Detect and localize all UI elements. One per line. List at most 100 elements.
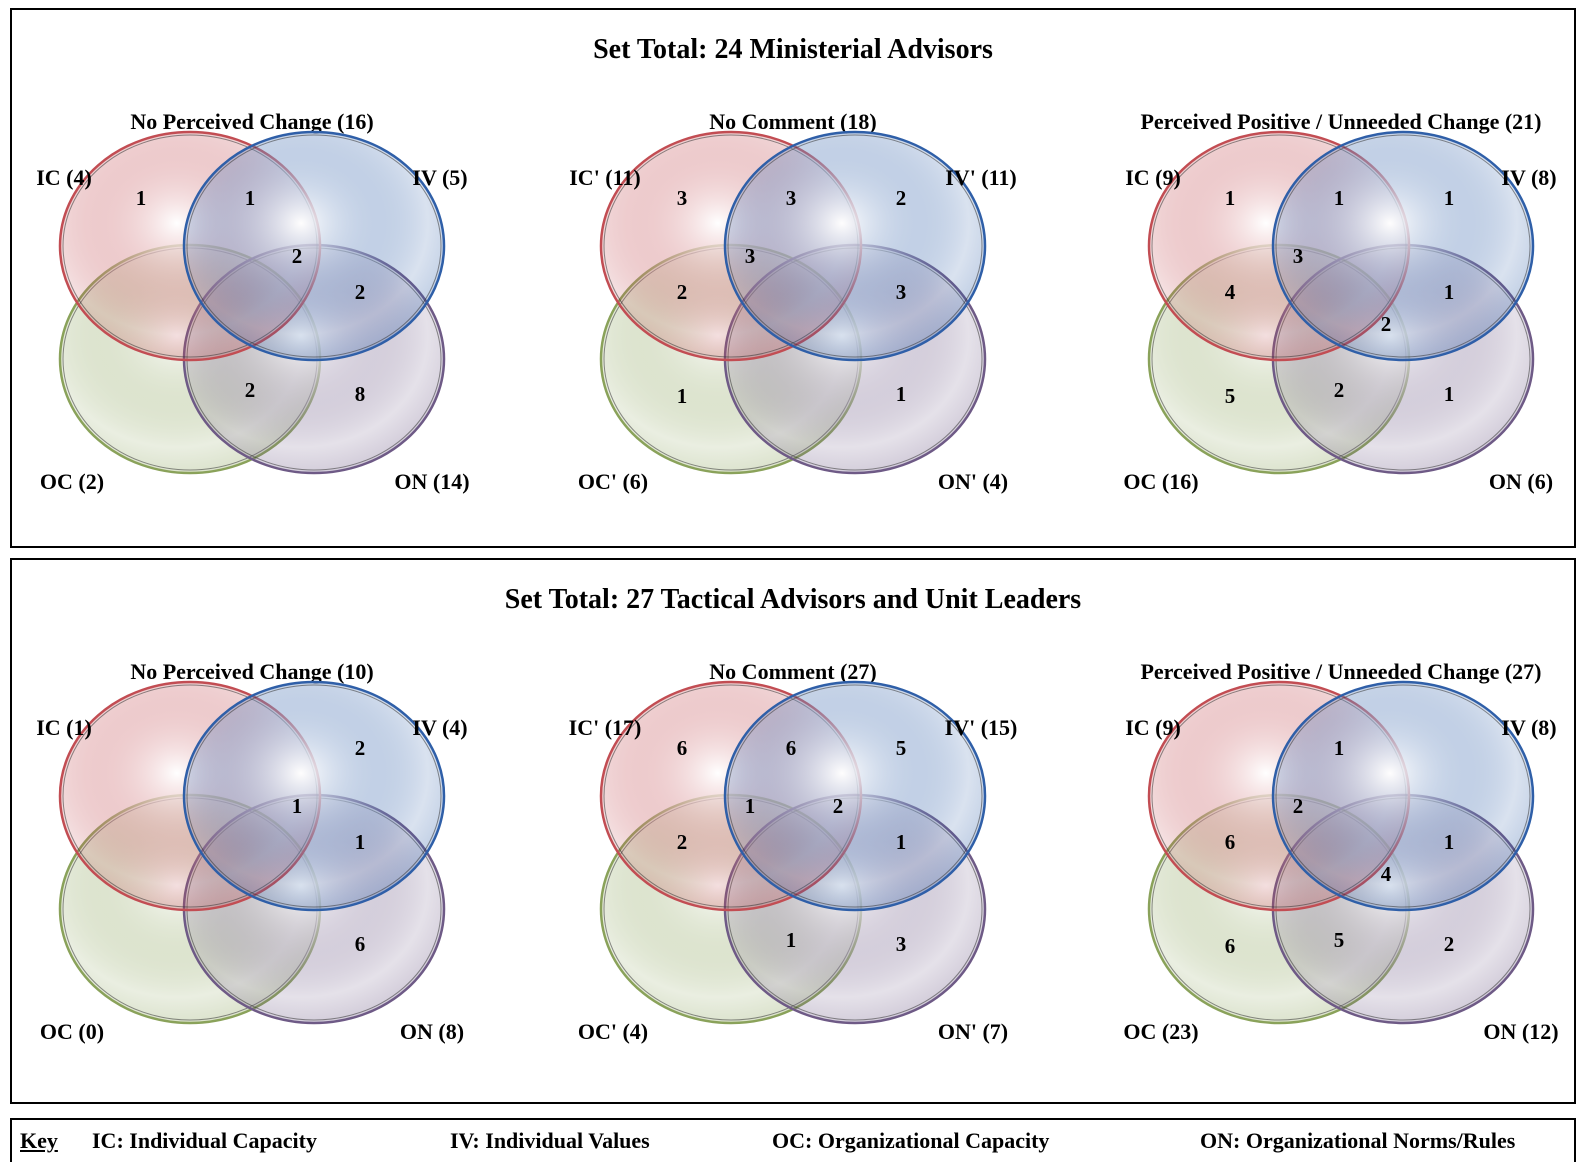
region-count: 2: [677, 830, 688, 854]
region-count: 1: [1225, 186, 1236, 210]
ic-label: IC (9): [1125, 165, 1181, 190]
region-count: 6: [677, 736, 688, 760]
ic-label: IC (1): [36, 715, 92, 740]
venn-diagram: [599, 680, 987, 1025]
iv-ellipse-edge: [1275, 134, 1531, 358]
iv-label: IV' (11): [945, 165, 1017, 190]
iv-label: IV (8): [1501, 165, 1556, 190]
iv-label: IV' (15): [945, 715, 1018, 740]
region-count: 6: [1225, 934, 1236, 958]
set-title: Set Total: 24 Ministerial Advisors: [593, 34, 993, 65]
ic-label: IC' (17): [569, 715, 642, 740]
region-count: 1: [1444, 382, 1455, 406]
region-count: 3: [677, 186, 688, 210]
region-count: 1: [1334, 186, 1345, 210]
region-count: 1: [896, 830, 907, 854]
region-count: 1: [136, 186, 147, 210]
diagram-title: No Perceived Change (10): [130, 659, 373, 684]
diagram-title: No Perceived Change (16): [130, 109, 373, 134]
iv-ellipse: [1271, 130, 1535, 362]
region-count: 3: [1293, 244, 1304, 268]
oc-label: OC' (4): [578, 1019, 648, 1044]
region-count: 5: [1225, 384, 1236, 408]
region-count: 3: [896, 932, 907, 956]
iv-label: IV (8): [1501, 715, 1556, 740]
iv-ellipse: [182, 680, 446, 912]
oc-label: OC (2): [40, 469, 104, 494]
region-count: 5: [1334, 928, 1345, 952]
oc-label: OC' (6): [578, 469, 648, 494]
region-count: 1: [1334, 736, 1345, 760]
venn-diagrams: No Perceived Change (16) IC (4) IV (5) OC (…: [36, 109, 1558, 1044]
iv-label: IV (5): [412, 165, 467, 190]
iv-ellipse: [1271, 680, 1535, 912]
region-count: 1: [1444, 186, 1455, 210]
region-count: 2: [292, 244, 303, 268]
region-count: 2: [677, 280, 688, 304]
region-count: 6: [355, 932, 366, 956]
iv-ellipse: [723, 130, 987, 362]
region-count: 1: [245, 186, 256, 210]
region-count: 2: [1293, 794, 1304, 818]
iv-ellipse-edge: [186, 134, 442, 358]
region-count: 3: [745, 244, 756, 268]
iv-ellipse-edge: [727, 134, 983, 358]
iv-ellipse-edge: [727, 684, 983, 908]
key-item-iv: IV: Individual Values: [450, 1128, 650, 1153]
region-count: 2: [1381, 312, 1392, 336]
on-label: ON' (4): [938, 469, 1008, 494]
region-count: 8: [355, 382, 366, 406]
region-count: 4: [1381, 862, 1392, 886]
diagram-title: No Comment (18): [709, 109, 876, 134]
region-count: 2: [1334, 378, 1345, 402]
region-count: 1: [786, 928, 797, 952]
region-count: 5: [896, 736, 907, 760]
venn-diagram: [1147, 680, 1535, 1025]
region-count: 3: [896, 280, 907, 304]
set-title: Set Total: 27 Tactical Advisors and Unit…: [504, 584, 1082, 615]
region-count: 1: [1444, 830, 1455, 854]
region-count: 6: [1225, 830, 1236, 854]
region-count: 1: [1444, 280, 1455, 304]
ic-label: IC (9): [1125, 715, 1181, 740]
region-count: 2: [355, 280, 366, 304]
oc-label: OC (23): [1123, 1019, 1198, 1044]
region-count: 3: [786, 186, 797, 210]
region-count: 1: [292, 794, 303, 818]
venn-diagram: [58, 130, 446, 475]
region-count: 2: [355, 736, 366, 760]
region-count: 2: [1444, 932, 1455, 956]
region-count: 1: [896, 382, 907, 406]
iv-ellipse-edge: [186, 684, 442, 908]
key-legend: Key IC: Individual Capacity IV: Individu…: [10, 1118, 1576, 1162]
key-item-oc: OC: Organizational Capacity: [772, 1128, 1050, 1153]
iv-label: IV (4): [412, 715, 467, 740]
oc-label: OC (16): [1123, 469, 1198, 494]
key-item-ic: IC: Individual Capacity: [92, 1128, 317, 1153]
region-count: 2: [833, 794, 844, 818]
venn-diagram: [58, 680, 446, 1025]
on-label: ON (12): [1483, 1019, 1558, 1044]
region-count: 1: [677, 384, 688, 408]
key-label: Key: [20, 1128, 58, 1153]
region-count: 4: [1225, 280, 1236, 304]
diagram-title: Perceived Positive / Unneeded Change (21…: [1140, 109, 1541, 134]
ic-label: IC (4): [36, 165, 92, 190]
on-label: ON (8): [400, 1019, 464, 1044]
on-label: ON (14): [394, 469, 469, 494]
iv-ellipse-edge: [1275, 684, 1531, 908]
venn-diagram: [599, 130, 987, 475]
diagram-title: No Comment (27): [709, 659, 876, 684]
diagram-title: Perceived Positive / Unneeded Change (27…: [1140, 659, 1541, 684]
key-item-on: ON: Organizational Norms/Rules: [1200, 1128, 1516, 1153]
region-count: 1: [745, 794, 756, 818]
venn-diagram: [1147, 130, 1535, 475]
region-count: 2: [245, 378, 256, 402]
region-count: 6: [786, 736, 797, 760]
oc-label: OC (0): [40, 1019, 104, 1044]
on-label: ON (6): [1489, 469, 1553, 494]
iv-ellipse: [723, 680, 987, 912]
region-count: 1: [355, 830, 366, 854]
on-label: ON' (7): [938, 1019, 1008, 1044]
ic-label: IC' (11): [569, 165, 641, 190]
